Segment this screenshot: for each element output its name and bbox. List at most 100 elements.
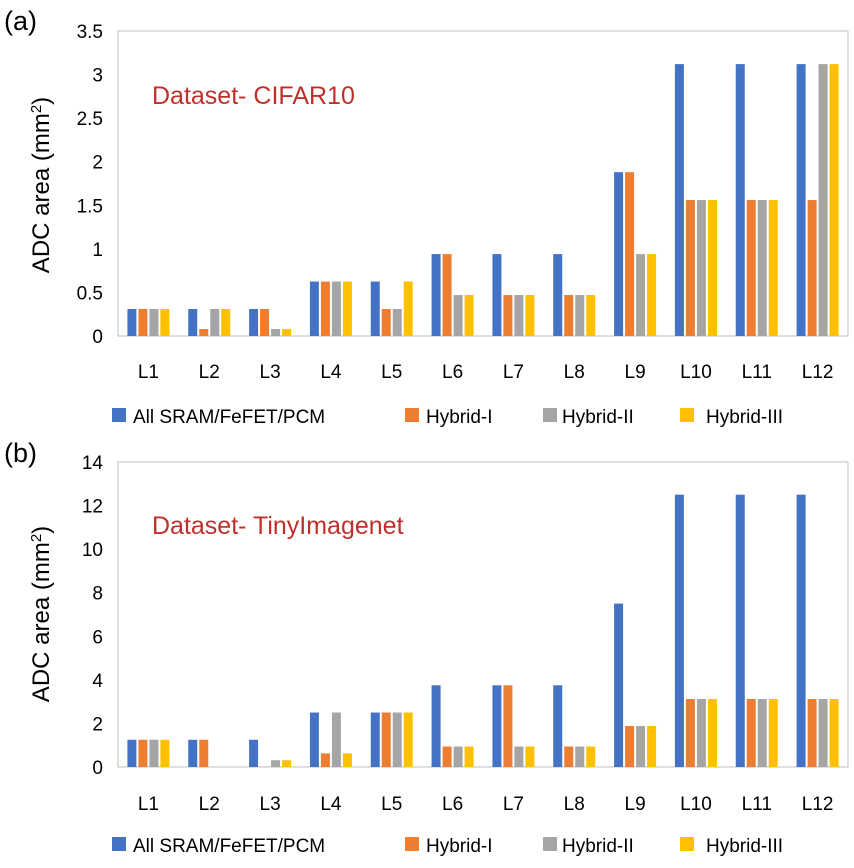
bar [735,494,745,767]
bar [514,295,524,336]
x-tick-label: L4 [320,362,342,383]
bar [309,281,319,336]
legend-label: All SRAM/FeFET/PCM [133,407,325,428]
x-tick-label: L3 [260,362,281,383]
y-axis-title-a: ADC area (mm2) [28,97,56,273]
y-axis-title-b: ADC area (mm2) [28,526,56,702]
y-tick-label: 12 [82,497,103,518]
bar [796,64,806,336]
bar [503,685,513,767]
bar [586,746,596,767]
bar [685,699,695,767]
bar [647,726,657,767]
bar [127,308,137,336]
chart-panel-a: (a) Dataset- CIFAR10 ADC area (mm2) 0 0.5… [4,6,849,428]
x-tick-label: L8 [564,794,585,815]
bar [707,699,717,767]
bar [249,308,259,336]
bar [442,254,452,336]
bar [160,739,170,767]
bar [331,281,341,336]
bar [647,254,657,336]
bar [127,739,137,767]
bar [392,308,402,336]
bar [431,685,441,767]
bar [271,760,281,767]
bar [757,699,767,767]
bar [636,726,646,767]
legend-swatch [543,408,557,422]
dataset-annotation-a: Dataset- CIFAR10 [152,82,355,110]
plot-area-b: 0 2 4 6 8 10 12 14 L1 L2 L3 L4 L5 L6 L7 L8 L9 L10 L11 L12 [82,453,849,815]
bar [492,254,502,336]
x-tick-label: L4 [320,794,342,815]
bar [260,308,270,336]
x-tick-label: L9 [625,362,646,383]
x-tick-label: L9 [625,794,646,815]
bar [796,494,806,767]
bar [249,739,259,767]
bar [149,739,159,767]
legend-swatch [405,837,419,851]
x-tick-label: L10 [680,362,712,383]
legend-label: Hybrid-III [706,836,783,857]
bar [492,685,502,767]
bar [309,712,319,767]
bar [370,712,380,767]
bar [464,295,474,336]
bar [553,685,563,767]
legend-swatch [112,408,126,422]
panel-label-b: (b) [4,438,37,468]
legend-swatch [543,837,557,851]
bar [381,308,391,336]
plot-frame-b [117,461,849,768]
bar [564,746,574,767]
bar [453,746,463,767]
bar [575,746,585,767]
bar [210,308,220,336]
legend-label: Hybrid-I [426,836,493,857]
bar [381,712,391,767]
bar [138,739,148,767]
bar [188,739,198,767]
bar [320,281,330,336]
bar [807,699,817,767]
bar [514,746,524,767]
bar [807,200,817,336]
x-tick-label: L5 [381,362,402,383]
y-tick-label: 1 [92,240,103,261]
chart-panel-b: (b) Dataset- TinyImagenet ADC area (mm2)… [4,438,849,857]
bar [564,295,574,336]
bar [575,295,585,336]
x-tick-label: L2 [199,362,220,383]
y-tick-label: 0 [92,327,103,348]
bar [586,295,596,336]
bar [636,254,646,336]
x-tick-label: L12 [802,362,834,383]
legend-label: Hybrid-II [562,407,634,428]
legend-label: All SRAM/FeFET/PCM [133,836,325,857]
y-tick-label: 3 [92,66,103,87]
bar [525,295,535,336]
dataset-annotation-b: Dataset- TinyImagenet [152,512,404,540]
bar [282,329,292,336]
bar [431,254,441,336]
x-tick-label: L7 [503,794,524,815]
bar [818,64,828,336]
plot-area-a: 0 0.5 1 1.5 2 2.5 3 3.5 L1 L2 L3 L4 L5 L6 L7 L8 L9 L10 L11… [77,22,849,383]
bar [696,200,706,336]
bar [829,64,839,336]
y-tick-label: 3.5 [77,22,103,43]
x-tick-label: L12 [802,794,834,815]
legend-label: Hybrid-III [706,407,783,428]
bar [525,746,535,767]
y-tick-label: 4 [92,671,103,692]
legend-swatch [680,837,694,851]
bar [696,699,706,767]
bar [342,281,352,336]
bar [282,760,292,767]
bar [403,712,413,767]
bar [818,699,828,767]
y-tick-label: 2 [92,153,103,174]
